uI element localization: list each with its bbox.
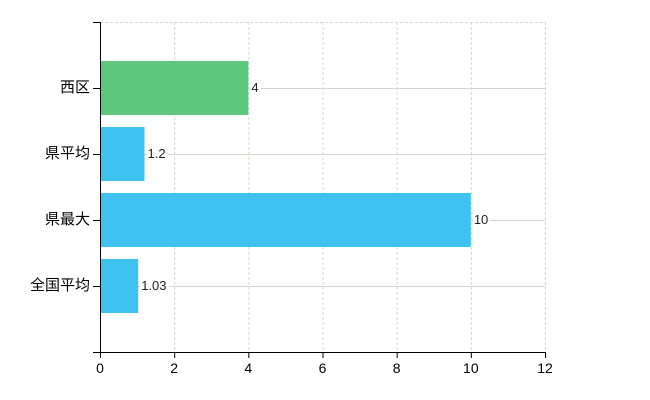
x-tick-label: 8 xyxy=(392,360,401,376)
value-label: 4 xyxy=(250,80,261,96)
value-label: 1.03 xyxy=(140,278,169,294)
value-label: 1.2 xyxy=(146,146,168,162)
category-label: 全国平均 xyxy=(29,277,90,294)
category-label: 県最大 xyxy=(44,211,90,228)
bar xyxy=(101,61,249,115)
x-tick-label: 4 xyxy=(244,360,253,376)
bar xyxy=(101,259,139,313)
bar xyxy=(101,193,471,247)
value-label: 10 xyxy=(472,212,491,228)
x-tick-label: 2 xyxy=(170,360,179,376)
bar xyxy=(101,127,145,181)
x-tick-label: 12 xyxy=(537,360,553,376)
category-label: 西区 xyxy=(59,79,90,96)
x-tick-label: 10 xyxy=(463,360,479,376)
x-tick-label: 0 xyxy=(96,360,104,376)
x-tick-label: 6 xyxy=(318,360,327,376)
category-label: 県平均 xyxy=(44,145,90,162)
